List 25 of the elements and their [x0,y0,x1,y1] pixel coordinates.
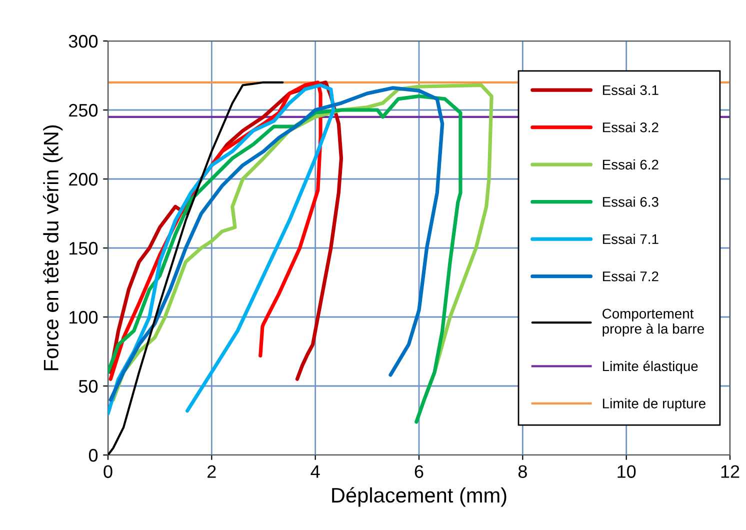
x-tick-label: 6 [414,465,424,478]
x-tick-label: 0 [104,465,112,478]
y-axis-title: Force en tête du vérin (kN) [42,125,63,370]
legend-label: Essai 3.1 [602,84,658,96]
x-axis-title: Déplacement (mm) [332,487,506,507]
x-tick-label: 4 [310,465,320,478]
legend-label: Essai 3.2 [602,122,658,132]
y-tick-label: 0 [88,448,98,462]
y-tick-label: 50 [78,380,98,393]
legend-label: Essai 6.2 [602,159,658,170]
y-tick-label: 100 [70,310,98,324]
y-tick-label: 300 [68,34,98,48]
x-tick-label: 2 [208,465,216,478]
y-tick-label: 250 [69,104,98,117]
legend-label: Limite élastique [602,360,698,374]
legend-label: Comportement propre à la barre [602,308,704,336]
x-tick-label: 12 [721,465,740,478]
legend-label: Essai 7.1 [602,234,658,244]
y-tick-label: 200 [69,172,98,186]
legend-label: Essai 6.3 [602,196,658,207]
legend-label: Essai 7.2 [602,271,658,282]
y-tick-label: 150 [70,242,98,255]
x-tick-label: 10 [618,465,636,478]
x-tick-label: 8 [518,465,527,478]
legend-label: Limite de rupture [602,398,706,412]
